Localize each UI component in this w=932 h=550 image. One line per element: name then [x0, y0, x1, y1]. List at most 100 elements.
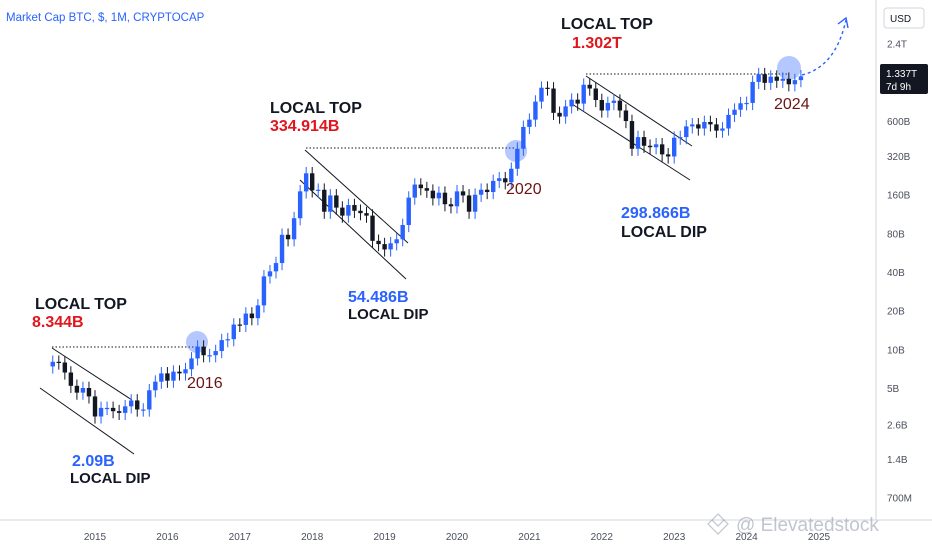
candle-body	[98, 407, 104, 417]
candle-body	[86, 388, 92, 397]
candle-body	[285, 234, 291, 240]
candle-body	[62, 362, 68, 373]
candle-body	[340, 207, 345, 216]
price-tag-value: 1.337T	[886, 69, 917, 80]
candle-body	[159, 373, 164, 382]
candle-body	[418, 184, 423, 189]
candle-body	[165, 373, 170, 381]
x-tick-label: 2016	[156, 532, 179, 543]
candle-body	[521, 126, 526, 149]
time-axis: 2015 2016 2017 2018 2019 2020 2021 2022 2023 2024…	[0, 519, 932, 543]
candle-body	[497, 178, 502, 181]
candle-body	[617, 100, 623, 111]
watermark-logo-icon	[707, 513, 729, 535]
candle-body	[370, 215, 375, 241]
x-tick-label: 2017	[229, 532, 252, 543]
candle-body	[509, 168, 514, 183]
candle-body	[129, 400, 134, 407]
candle-body	[774, 76, 779, 81]
candle-body	[201, 346, 206, 356]
y-tick-label: 5B	[887, 384, 900, 395]
candle-body	[798, 76, 804, 81]
candle-body	[551, 88, 556, 113]
candle-body	[659, 144, 665, 155]
candle-body	[726, 114, 731, 129]
candle-body	[255, 305, 261, 319]
candle-body	[448, 204, 454, 207]
y-tick-labels: 2.4T1.2T600B320B160B80B40B20B10B5B2.6B1.…	[887, 40, 912, 505]
y-tick-label: 20B	[887, 307, 905, 318]
candle-body	[316, 189, 321, 191]
candle-body	[545, 87, 550, 89]
candle-body	[611, 100, 617, 103]
candle-body	[364, 213, 369, 216]
annotation-top-2021-value: 1.302T	[572, 35, 622, 52]
candle-body	[587, 84, 592, 89]
candle-body	[762, 74, 767, 83]
currency-box[interactable]	[883, 7, 925, 29]
candle-body	[472, 194, 478, 212]
candle-body	[249, 313, 255, 319]
candle-body	[575, 99, 580, 104]
price-tag-box	[880, 64, 928, 94]
candle-body	[225, 339, 230, 341]
channel-2018-lower	[299, 179, 407, 280]
projection-curve	[801, 19, 847, 76]
watermark-text: @ Elevatedstock	[736, 515, 879, 536]
annotation-top-2014-title: LOCAL TOP	[35, 296, 127, 313]
candle-body	[484, 189, 490, 193]
currency-label: USD	[890, 14, 911, 25]
candle-body	[623, 110, 629, 122]
candle-body	[647, 145, 653, 148]
candle-body	[708, 121, 713, 125]
y-tick-label: 40B	[887, 268, 905, 279]
annotation-dip-2018-value: 54.486B	[348, 289, 409, 306]
candle-body	[183, 369, 188, 374]
candle-body	[714, 124, 719, 131]
annotation-dip-2015-title: LOCAL DIP	[70, 470, 151, 487]
candle-body	[557, 112, 562, 117]
candle-body	[466, 195, 472, 212]
x-tick-label: 2018	[301, 532, 324, 543]
candle-body	[279, 234, 285, 264]
candle-body	[243, 313, 249, 325]
candle-body	[653, 144, 659, 148]
candle-body	[738, 103, 743, 110]
candle-body	[641, 137, 647, 146]
candle-body	[231, 324, 236, 340]
candle-body	[635, 137, 641, 149]
candle-body	[322, 189, 327, 212]
candle-body	[527, 119, 532, 127]
candle-body	[74, 385, 80, 393]
candle-body	[478, 189, 484, 195]
annotation-top-2021-title: LOCAL TOP	[561, 16, 653, 33]
candle-body	[68, 372, 74, 386]
candle-body	[334, 195, 339, 208]
candle-body	[122, 406, 128, 413]
candle-body	[503, 178, 508, 183]
candle-body	[756, 74, 761, 82]
price-axis: USD 2.4T1.2T600B320B160B80B40B20B10B5B2.…	[875, 0, 928, 520]
candle-body	[750, 81, 755, 103]
candle-body	[412, 184, 417, 198]
candle-body	[291, 218, 297, 240]
candle-body	[358, 210, 363, 214]
candle-body	[780, 78, 785, 81]
x-tick-label: 2015	[84, 532, 107, 543]
candle-body	[303, 173, 309, 192]
candle-body	[563, 106, 568, 117]
candle-body	[219, 340, 224, 352]
x-tick-label: 2023	[663, 532, 686, 543]
x-tick-label: 2025	[808, 532, 831, 543]
candle-body	[454, 191, 460, 207]
y-tick-label: 80B	[887, 229, 905, 240]
candle-body	[702, 121, 707, 129]
y-tick-label: 700M	[887, 494, 912, 505]
candle-body	[352, 205, 357, 211]
candle-body	[515, 148, 520, 169]
candle-body	[80, 388, 86, 393]
projection-arrowhead	[837, 16, 849, 29]
annotation-top-2017-value: 334.914B	[270, 118, 339, 135]
x-tick-label: 2019	[373, 532, 396, 543]
candle-body	[744, 102, 749, 105]
